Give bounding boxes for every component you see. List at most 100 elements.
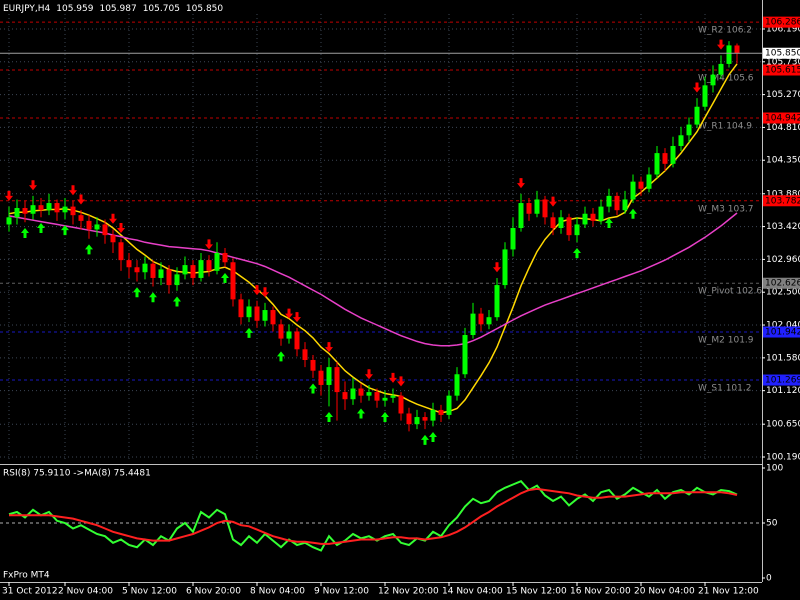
candle-body [438,409,444,415]
y-tick-label: 104.810 [766,123,800,133]
candle-body [358,388,364,396]
candle-body [110,235,116,243]
candle-body [262,310,268,321]
price-tag [763,16,800,28]
candle-body [270,310,276,325]
y-tick-label: 102.040 [766,321,800,331]
candle-body [318,370,324,385]
x-tick-label: 31 Oct 2012 [2,587,58,597]
x-tick-label: 16 Nov 20:00 [570,587,631,597]
y-tick-label: 101.120 [766,386,800,396]
signal-arrow [173,296,181,307]
candle-body [30,205,36,214]
price-tag-label: 102.626 [765,279,800,289]
price-tag-label: 101.269 [765,376,800,386]
candle-body [334,367,340,393]
candle-body [174,274,180,286]
candle-body [462,335,468,375]
pivot-level-label: W_R2 106.2 [698,26,752,36]
candle-body [654,153,660,175]
candle-body [198,260,204,278]
x-tick-label: 2 Nov 04:00 [58,587,113,597]
signal-arrow [693,82,701,93]
price-tag [763,374,800,386]
candle-body [478,313,484,325]
signal-arrow [365,369,373,380]
signal-arrow [573,247,581,258]
x-tick-label: 15 Nov 12:00 [506,587,567,597]
candle-body [718,63,724,75]
signal-arrow [109,213,117,224]
pivot-level-label: W_M2 101.9 [698,336,754,346]
candle-body [246,306,252,318]
candle-body [294,331,300,350]
candle-body [14,208,20,218]
signal-arrow [5,190,13,201]
y-tick-label: 101.580 [766,353,800,363]
candle-body [670,145,676,164]
signal-arrow [429,432,437,443]
candle-body [406,413,412,425]
y-tick-label: 100.190 [766,453,800,463]
candle-body [710,74,716,86]
candle-body [638,181,644,189]
signal-arrow [629,208,637,219]
signal-arrow [21,228,29,239]
signal-arrow [517,178,525,189]
candle-body [574,224,580,236]
y-tick-label: 100 [766,464,783,474]
candle-body [22,208,28,214]
candle-body [678,135,684,146]
indicator-title: RSI(8) 75.9110 ->MA(8) 75.4481 [3,469,151,479]
pivot-level-label: W_M4 105.6 [698,74,754,84]
candle-body [342,392,348,400]
signal-arrow [293,312,301,323]
signal-arrow [357,408,365,419]
price-tag-label: 104.942 [765,114,800,124]
signal-arrow [245,327,253,338]
candle-body [630,181,636,200]
signal-arrow [325,412,333,423]
candle-body [150,263,156,278]
candle-body [486,317,492,325]
y-tick-label: 102.500 [766,288,800,298]
signal-arrow [717,39,725,50]
candle-body [302,349,308,360]
pivot-level-label: W_S1 101.2 [698,384,751,394]
candle-body [78,215,84,221]
y-tick-label: 0 [766,574,772,584]
signal-arrow [77,194,85,205]
price-tag [763,277,800,289]
candle-body [54,203,60,213]
y-tick-label: 50 [766,519,778,529]
price-tag [763,64,800,76]
candle-body [390,395,396,398]
signal-arrow [69,185,77,196]
signal-arrow [421,434,429,445]
signal-arrow [549,196,557,207]
candle-body [6,217,12,225]
price-tag-label: 106.286 [765,18,800,28]
candle-body [550,217,556,229]
candle-body [278,324,284,339]
candle-body [326,367,332,385]
price-tag [763,112,800,124]
candle-body [374,392,380,401]
candle-body [286,331,292,339]
candle-body [366,392,372,396]
price-tag [763,326,800,338]
x-tick-label: 6 Nov 20:00 [186,587,241,597]
candle-body [446,395,452,415]
candle-body [350,388,356,400]
candle-body [430,409,436,421]
y-tick-label: 104.350 [766,156,800,166]
signal-arrow [493,262,501,273]
pivot-level-label: W_Pivot 102.6 [698,287,762,297]
header-value: 105.959 [56,4,93,14]
price-tag-label: 101.942 [765,328,800,338]
x-tick-label: 9 Nov 12:00 [314,587,369,597]
header-value: 105.987 [99,4,136,14]
candle-body [382,397,388,401]
candle-body [422,417,428,421]
